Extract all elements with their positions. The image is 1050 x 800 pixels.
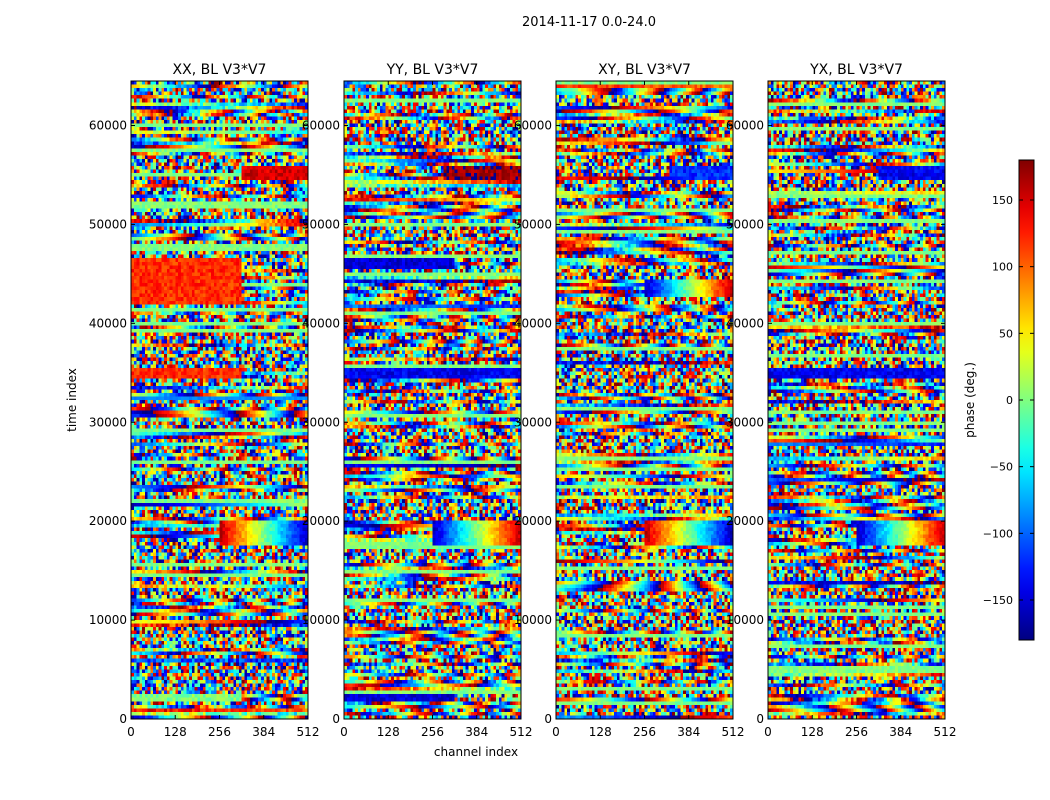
y-tick-label: 30000 [302, 415, 340, 429]
y-tick-label: 40000 [514, 316, 552, 330]
y-tick-label: 50000 [514, 217, 552, 231]
colorbar-tick-label: 150 [992, 194, 1013, 207]
x-tick-label: 384 [677, 725, 700, 739]
y-tick-label: 10000 [726, 613, 764, 627]
y-tick-label: 30000 [726, 415, 764, 429]
colorbar-tick-label: −150 [983, 594, 1013, 607]
x-tick-label: 0 [127, 725, 135, 739]
x-tick-label: 128 [164, 725, 187, 739]
x-tick-label: 128 [801, 725, 824, 739]
y-tick-label: 0 [756, 712, 764, 726]
x-tick-label: 0 [764, 725, 772, 739]
y-tick-label: 50000 [89, 217, 127, 231]
heatmap-image [344, 81, 521, 719]
x-tick-label: 512 [297, 725, 320, 739]
y-axis-label: time index [65, 368, 79, 432]
x-tick-label: 0 [552, 725, 560, 739]
x-tick-label: 512 [510, 725, 533, 739]
x-tick-label: 512 [934, 725, 957, 739]
y-tick-label: 60000 [726, 119, 764, 133]
heatmap-panel-4: YX, BL V3*V7 0 128 256 384 512 0 10000 20000 3000… [726, 62, 957, 739]
heatmap-panel-2: YY, BL V3*V7 0 128 256 384 512 0 10000 20000 3000… [302, 62, 533, 759]
panel-title: YY, BL V3*V7 [386, 62, 479, 78]
heatmap-panels: XX, BL V3*V7 0 128 256 384 512 0 10000 20000 3000… [65, 62, 956, 759]
x-tick-label: 256 [421, 725, 444, 739]
colorbar-tick-label: 0 [1006, 394, 1013, 407]
panel-title: XX, BL V3*V7 [173, 62, 267, 78]
heatmap-panel-3: XY, BL V3*V7 0 128 256 384 512 0 10000 20000 3000… [514, 62, 745, 739]
y-tick-label: 60000 [302, 119, 340, 133]
y-tick-label: 0 [544, 712, 552, 726]
y-tick-label: 20000 [514, 514, 552, 528]
colorbar-tick-label: −50 [990, 461, 1013, 474]
y-tick-label: 20000 [726, 514, 764, 528]
y-tick-label: 40000 [302, 316, 340, 330]
y-tick-label: 20000 [302, 514, 340, 528]
y-tick-label: 10000 [89, 613, 127, 627]
figure-title: 2014-11-17 0.0-24.0 [522, 15, 656, 30]
heatmap-image [131, 81, 308, 719]
x-tick-label: 512 [722, 725, 745, 739]
x-tick-label: 256 [845, 725, 868, 739]
x-tick-label: 384 [252, 725, 275, 739]
y-tick-label: 20000 [89, 514, 127, 528]
heatmap-panel-1: XX, BL V3*V7 0 128 256 384 512 0 10000 20000 3000… [65, 62, 319, 739]
x-tick-label: 128 [589, 725, 612, 739]
y-tick-label: 0 [119, 712, 127, 726]
x-tick-label: 256 [208, 725, 231, 739]
y-tick-label: 60000 [89, 119, 127, 133]
panel-title: XY, BL V3*V7 [598, 62, 691, 78]
colorbar-tick-label: 100 [992, 261, 1013, 274]
x-axis-label: channel index [434, 745, 518, 759]
x-tick-label: 0 [340, 725, 348, 739]
y-tick-label: 10000 [514, 613, 552, 627]
heatmap-image [556, 81, 733, 719]
y-tick-label: 50000 [302, 217, 340, 231]
y-tick-label: 50000 [726, 217, 764, 231]
x-tick-label: 384 [465, 725, 488, 739]
x-tick-label: 128 [377, 725, 400, 739]
y-tick-label: 0 [332, 712, 340, 726]
y-tick-label: 30000 [89, 415, 127, 429]
y-tick-label: 30000 [514, 415, 552, 429]
colorbar-tick-label: −100 [983, 527, 1013, 540]
y-tick-label: 40000 [89, 316, 127, 330]
x-tick-label: 384 [889, 725, 912, 739]
panel-title: YX, BL V3*V7 [809, 62, 903, 78]
y-tick-label: 40000 [726, 316, 764, 330]
colorbar: −150 −100 −50 0 50 100 150 phase (deg.) [963, 159, 1035, 641]
y-tick-label: 10000 [302, 613, 340, 627]
x-tick-label: 256 [633, 725, 656, 739]
colorbar-tick-label: 50 [999, 327, 1013, 340]
heatmap-image [768, 81, 945, 719]
y-tick-label: 60000 [514, 119, 552, 133]
colorbar-label: phase (deg.) [963, 362, 977, 438]
